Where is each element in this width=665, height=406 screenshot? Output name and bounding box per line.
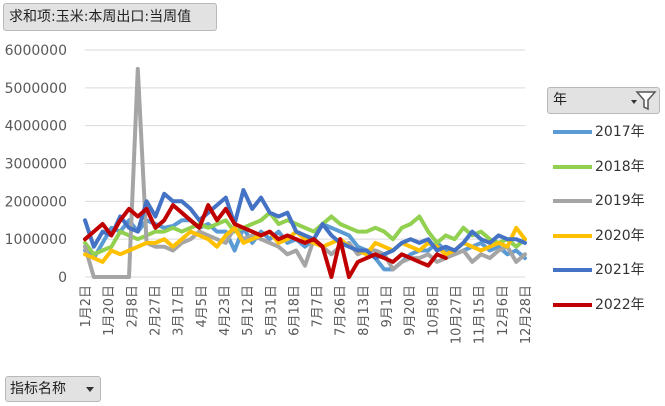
x-tick-label: 7月26日 (334, 285, 349, 336)
legend-label: 2020年 (595, 227, 645, 244)
x-tick-label: 7月7日 (311, 285, 326, 328)
y-tick-label: 5000000 (5, 81, 67, 97)
series-line-2019年 (83, 66, 527, 279)
legend-label: 2017年 (595, 124, 645, 140)
x-tick-label: 9月1日 (380, 285, 395, 328)
dropdown-arrow-icon (631, 100, 637, 104)
legend-label: 2021年 (595, 262, 645, 278)
x-tick-label: 2月27日 (148, 285, 163, 336)
legend-swatch (553, 199, 592, 203)
x-tick-label: 6月18日 (287, 285, 302, 336)
gridlines (85, 49, 525, 278)
legend-label: 2018年 (595, 158, 645, 175)
x-axis-labels: 1月2日 1月20日 2月8日 2月27日 3月17日 4月5日 4月23日 5月12日 5月3… (79, 285, 534, 344)
x-tick-label: 11月15日 (473, 285, 488, 344)
y-tick-label: 0 (58, 270, 67, 286)
y-tick-label: 6000000 (5, 43, 67, 59)
legend-swatch (553, 164, 592, 169)
legend-swatch (553, 130, 592, 134)
x-tick-label: 5月12日 (241, 285, 256, 336)
value-field-button[interactable]: 求和项:玉米:本周出口:当周值 (3, 3, 217, 31)
value-field-label: 求和项:玉米:本周出口:当周值 (9, 9, 192, 25)
series-lines (83, 66, 527, 279)
x-tick-label: 12月6日 (496, 285, 511, 336)
y-tick-label: 4000000 (5, 119, 67, 135)
axis-field-button[interactable]: 指标名称 (5, 376, 101, 402)
legend-label: 2019年 (595, 193, 645, 209)
legend-label: 2022年 (595, 296, 645, 313)
x-tick-label: 1月2日 (79, 285, 94, 328)
x-tick-label: 5月31日 (264, 285, 279, 336)
series-line-2020年 (83, 225, 527, 264)
x-tick-label: 8月13日 (357, 285, 372, 336)
series-line-2018年 (83, 210, 527, 257)
legend-swatch (553, 302, 592, 307)
dropdown-arrow-icon (86, 387, 94, 392)
y-tick-label: 1000000 (5, 232, 67, 248)
year-filter-button[interactable]: 年 (547, 87, 660, 114)
x-tick-label: 9月20日 (403, 285, 418, 336)
axis-field-label: 指标名称 (10, 381, 66, 397)
x-tick-label: 2月8日 (125, 285, 140, 328)
series-line-2021年 (83, 188, 527, 261)
series-line-2022年 (83, 203, 448, 279)
legend-swatch (553, 268, 592, 272)
legend-swatch (553, 233, 592, 238)
x-tick-label: 10月27日 (450, 285, 465, 344)
x-tick-label: 1月20日 (102, 285, 117, 336)
y-tick-label: 2000000 (5, 194, 67, 210)
x-tick-label: 12月28日 (519, 285, 534, 344)
x-tick-label: 4月5日 (195, 285, 210, 328)
x-tick-label: 3月17日 (172, 285, 187, 336)
x-tick-label: 10月8日 (426, 285, 441, 336)
filter-icon[interactable] (634, 89, 658, 113)
y-axis-labels: 0 1000000 2000000 3000000 4000000 5000000 6000… (5, 43, 67, 286)
legend-field-label: 年 (553, 92, 567, 108)
x-tick-label: 4月23日 (218, 285, 233, 336)
y-tick-label: 3000000 (5, 157, 67, 173)
